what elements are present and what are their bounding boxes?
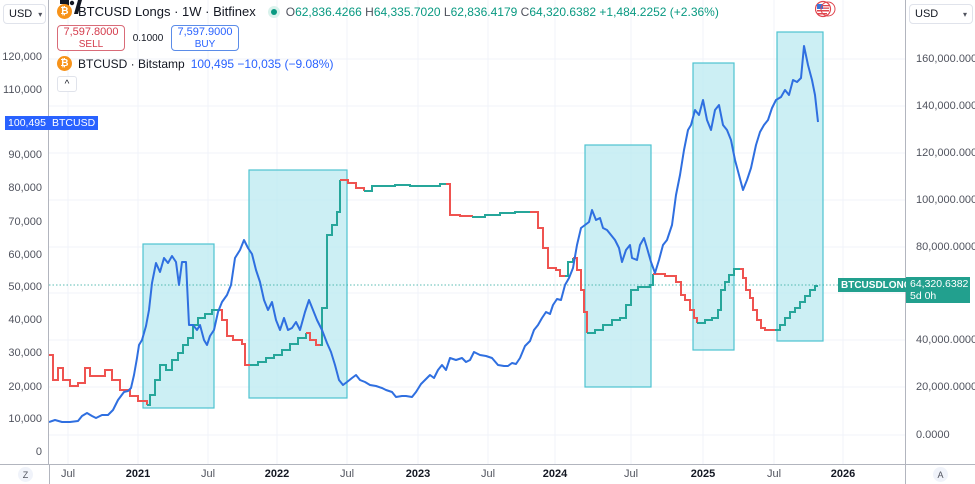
chevron-down-icon: ▾ — [962, 9, 967, 19]
open-value: 62,836.4266 — [295, 4, 362, 19]
btcusd-bitstamp-line — [49, 45, 819, 423]
chart-canvas — [49, 0, 905, 464]
right-currency-select[interactable]: USD ▾ — [909, 4, 973, 24]
currency-label: USD — [9, 8, 33, 20]
left-price-axis[interactable]: USD ▾ 120,000 110,000 90,000 80,000 70,00… — [0, 0, 49, 464]
axis-tick: 60,000 — [8, 249, 42, 261]
ohlc-values: O62,836.4266 H64,335.7020 L62,836.4179 C… — [286, 5, 719, 19]
axis-tick: 140,000.0000 — [916, 100, 975, 112]
buy-button[interactable]: 7,597.9000 BUY — [171, 25, 239, 51]
time-tick: Jul — [200, 468, 216, 480]
time-tick: Jul — [60, 468, 76, 480]
longs-symbol-tag: BTCUSDLONGS — [838, 278, 922, 292]
currency-label: USD — [915, 8, 939, 20]
compare-symbol-title: BTCUSD · Bitstamp — [78, 56, 185, 71]
zoom-reset-button[interactable]: Z — [18, 467, 33, 482]
trade-buttons: 7,597.8000 SELL 0.1000 7,597.9000 BUY — [57, 25, 719, 51]
low-label: L — [443, 4, 451, 19]
axis-tick: 0.0000 — [916, 429, 950, 441]
compare-symbol-row[interactable]: ₿ BTCUSD · Bitstamp 100,495 −10,035 (−9.… — [57, 56, 719, 71]
highlight-box-2021 — [142, 243, 215, 409]
axis-tick: 100,000.0000 — [916, 194, 975, 206]
axis-tick: 120,000.0000 — [916, 147, 975, 159]
auto-scale-button[interactable]: A — [933, 467, 948, 482]
spread-value: 0.1000 — [132, 32, 164, 44]
axis-tick: 160,000.0000 — [916, 53, 975, 65]
sell-price: 7,597.8000 — [63, 25, 119, 38]
sell-button[interactable]: 7,597.8000 SELL — [57, 25, 125, 51]
time-tick: Jul — [766, 468, 782, 480]
chevron-up-icon: ^ — [64, 78, 70, 90]
axis-tick: 30,000 — [8, 347, 42, 359]
time-axis[interactable]: Z Jul 2021 Jul 2022 Jul 2023 Jul 2024 Ju… — [0, 464, 975, 484]
market-status-icon — [267, 5, 280, 18]
axis-tick: 40,000 — [8, 314, 42, 326]
longs-last-price: 64,320.6382 — [910, 278, 969, 290]
axis-tick: 80,000 — [8, 182, 42, 194]
axis-tick: 70,000 — [8, 216, 42, 228]
open-label: O — [285, 4, 296, 19]
time-tick: 2023 — [405, 468, 431, 480]
time-tick: 2022 — [264, 468, 290, 480]
buy-label: BUY — [194, 38, 216, 50]
chevron-down-icon: ▾ — [38, 9, 43, 19]
time-tick: 2025 — [690, 468, 716, 480]
time-tick: 2021 — [125, 468, 151, 480]
axis-tick: 90,000 — [8, 149, 42, 161]
btcusd-symbol-tag: BTCUSD — [49, 116, 99, 130]
longs-price-tag: 64,320.6382 5d 0h — [906, 277, 970, 303]
axis-tick: 20,000.0000 — [916, 381, 975, 393]
highlight-box-2025a — [692, 62, 735, 351]
axis-tick: 110,000 — [3, 84, 42, 96]
time-tick: 2026 — [830, 468, 856, 480]
main-symbol-row[interactable]: ₿ BTCUSD Longs · 1W · Bitfinex O62,836.4… — [57, 4, 719, 19]
highlight-box-2022 — [248, 169, 348, 399]
collapse-legend-button[interactable]: ^ — [57, 76, 77, 92]
axis-tick: 10,000 — [8, 413, 42, 425]
time-tick: Jul — [623, 468, 639, 480]
compare-symbol-values: 100,495 −10,035 (−9.08%) — [190, 56, 334, 71]
change-value: +1,484.2252 (+2.36%) — [599, 4, 719, 19]
high-label: H — [365, 4, 374, 19]
btcusd-longs-series — [49, 179, 818, 406]
close-value: 64,320.6382 — [529, 4, 597, 19]
axis-tick: 20,000 — [8, 381, 42, 393]
axis-divider — [49, 465, 50, 484]
high-value: 64,335.7020 — [373, 4, 441, 19]
chart-legend: ₿ BTCUSD Longs · 1W · Bitfinex O62,836.4… — [57, 4, 719, 92]
axis-divider — [905, 465, 906, 484]
bar-countdown: 5d 0h — [910, 290, 937, 302]
chart-plot-area[interactable] — [49, 0, 905, 464]
axis-tick: 0 — [35, 446, 42, 458]
bitcoin-icon: ₿ — [57, 56, 72, 71]
sell-label: SELL — [78, 38, 104, 50]
close-label: C — [520, 4, 530, 19]
time-tick: 2024 — [542, 468, 568, 480]
time-tick: Jul — [480, 468, 496, 480]
highlight-box-2024 — [584, 144, 652, 388]
symbol-title[interactable]: BTCUSD Longs · 1W · Bitfinex — [78, 4, 256, 19]
us-flag-event-icon[interactable] — [815, 0, 836, 18]
btcusd-price-tag: 100,495 — [5, 116, 49, 130]
bitcoin-icon: ₿ — [57, 4, 72, 19]
axis-tick: 40,000.0000 — [916, 334, 975, 346]
left-currency-select[interactable]: USD ▾ — [3, 4, 46, 24]
time-tick: Jul — [339, 468, 355, 480]
low-value: 62,836.4179 — [450, 4, 518, 19]
axis-tick: 120,000 — [2, 51, 42, 63]
right-price-axis[interactable]: USD ▾ 160,000.0000 140,000.0000 120,000.0… — [905, 0, 975, 464]
buy-price: 7,597.9000 — [177, 25, 233, 38]
axis-tick: 50,000 — [8, 281, 42, 293]
axis-tick: 80,000.0000 — [916, 241, 975, 253]
